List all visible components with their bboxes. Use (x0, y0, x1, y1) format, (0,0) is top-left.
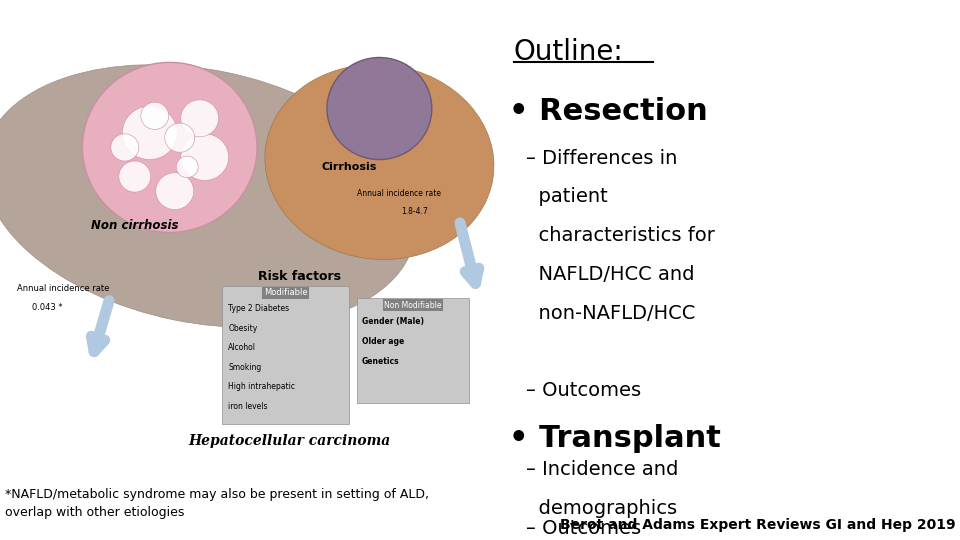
Text: Non Modifiable: Non Modifiable (384, 300, 442, 309)
Circle shape (165, 123, 195, 152)
Text: High intrahepatic: High intrahepatic (228, 382, 295, 391)
Text: 1.8-4.7: 1.8-4.7 (401, 207, 428, 216)
Text: Type 2 Diabetes: Type 2 Diabetes (228, 305, 289, 313)
Text: overlap with other etiologies: overlap with other etiologies (5, 507, 184, 519)
Circle shape (83, 62, 257, 232)
Text: • Transplant: • Transplant (509, 424, 721, 453)
Text: Hepatocellular carcinoma: Hepatocellular carcinoma (188, 435, 391, 448)
Text: Obesity: Obesity (228, 324, 257, 333)
Text: Cirrhosis: Cirrhosis (322, 162, 377, 172)
Text: Risk factors: Risk factors (258, 269, 341, 283)
Text: Berot and Adams Expert Reviews GI and Hep 2019: Berot and Adams Expert Reviews GI and He… (560, 518, 955, 532)
Circle shape (327, 58, 432, 160)
Text: *NAFLD/metabolic syndrome may also be present in setting of ALD,: *NAFLD/metabolic syndrome may also be pr… (5, 488, 429, 501)
FancyArrowPatch shape (460, 223, 479, 284)
Text: Outline:: Outline: (514, 38, 623, 66)
Bar (357, 298, 469, 403)
Text: Annual incidence rate: Annual incidence rate (357, 189, 442, 198)
Text: iron levels: iron levels (228, 402, 268, 410)
Circle shape (156, 173, 194, 210)
Text: • Resection: • Resection (509, 97, 708, 126)
Text: Smoking: Smoking (228, 363, 261, 372)
Text: Genetics: Genetics (362, 357, 399, 366)
Text: Gender (Male): Gender (Male) (362, 316, 424, 326)
Circle shape (141, 102, 169, 130)
Circle shape (122, 106, 178, 160)
FancyArrowPatch shape (91, 301, 109, 352)
Text: Modifiable: Modifiable (264, 288, 307, 298)
Text: non-NAFLD/HCC: non-NAFLD/HCC (526, 304, 695, 323)
Circle shape (110, 134, 139, 161)
Text: Annual incidence rate: Annual incidence rate (17, 284, 109, 293)
Text: – Incidence and: – Incidence and (526, 460, 679, 479)
Text: 0.043 *: 0.043 * (33, 303, 63, 312)
Ellipse shape (0, 65, 417, 327)
Text: Older age: Older age (362, 337, 404, 346)
Text: – Differences in: – Differences in (526, 148, 678, 167)
Circle shape (177, 156, 198, 178)
Text: patient: patient (526, 187, 608, 206)
Text: characteristics for: characteristics for (526, 226, 715, 245)
Text: – Outcomes: – Outcomes (526, 519, 641, 538)
Text: Non cirrhosis: Non cirrhosis (91, 219, 179, 232)
Bar (222, 286, 349, 424)
Circle shape (180, 134, 228, 180)
Circle shape (119, 161, 151, 192)
Text: – Outcomes: – Outcomes (526, 381, 641, 400)
Ellipse shape (265, 64, 494, 260)
Text: Alcohol: Alcohol (228, 343, 256, 352)
Text: NAFLD/HCC and: NAFLD/HCC and (526, 265, 695, 284)
Text: demographics: demographics (526, 499, 677, 518)
Circle shape (180, 100, 219, 137)
